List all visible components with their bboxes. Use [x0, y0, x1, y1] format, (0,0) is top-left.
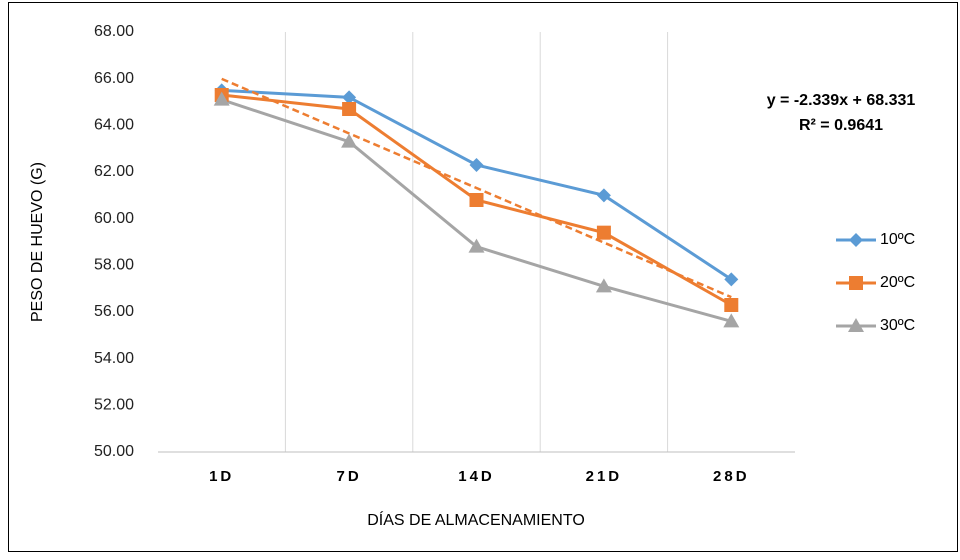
y-tick-label: 56.00: [94, 303, 134, 320]
marker: [849, 276, 863, 290]
marker: [596, 225, 611, 240]
x-tick-label: 1D: [209, 468, 234, 485]
y-tick-label: 64.00: [94, 117, 134, 134]
marker: [595, 278, 612, 293]
x-tick-label: 7D: [337, 468, 362, 485]
marker: [848, 318, 864, 332]
marker: [342, 90, 357, 105]
x-tick-label: 28D: [713, 468, 750, 485]
marker: [213, 91, 230, 106]
legend-label: 10ºC: [880, 231, 915, 248]
y-tick-label: 66.00: [94, 70, 134, 87]
chart-border: [8, 2, 958, 552]
y-tick-label: 62.00: [94, 163, 134, 180]
marker: [469, 158, 484, 172]
x-tick-label: 21D: [586, 468, 623, 485]
x-axis-title: DÍAS DE ALMACENAMIENTO: [367, 510, 585, 529]
y-tick-label: 54.00: [94, 350, 134, 367]
trendline-equation: y = -2.339x + 68.331: [767, 92, 916, 109]
y-tick-label: 50.00: [94, 443, 134, 460]
marker: [723, 313, 740, 328]
x-tick-label: 14D: [458, 468, 495, 485]
y-tick-label: 60.00: [94, 210, 134, 227]
trendline-r-squared: R² = 0.9641: [799, 117, 883, 134]
marker: [469, 193, 484, 207]
legend-label: 30ºC: [880, 317, 915, 334]
y-tick-label: 58.00: [94, 257, 134, 274]
y-axis-title: PESO DE HUEVO (G): [29, 162, 46, 322]
marker: [342, 102, 357, 116]
trendline: [221, 77, 732, 299]
marker: [468, 238, 485, 253]
marker: [724, 298, 739, 312]
y-tick-label: 52.00: [94, 397, 134, 414]
marker: [724, 272, 739, 287]
legend-label: 20ºC: [880, 274, 915, 291]
marker: [849, 233, 863, 247]
y-tick-label: 68.00: [94, 23, 134, 40]
marker: [341, 133, 358, 148]
marker: [596, 188, 611, 203]
